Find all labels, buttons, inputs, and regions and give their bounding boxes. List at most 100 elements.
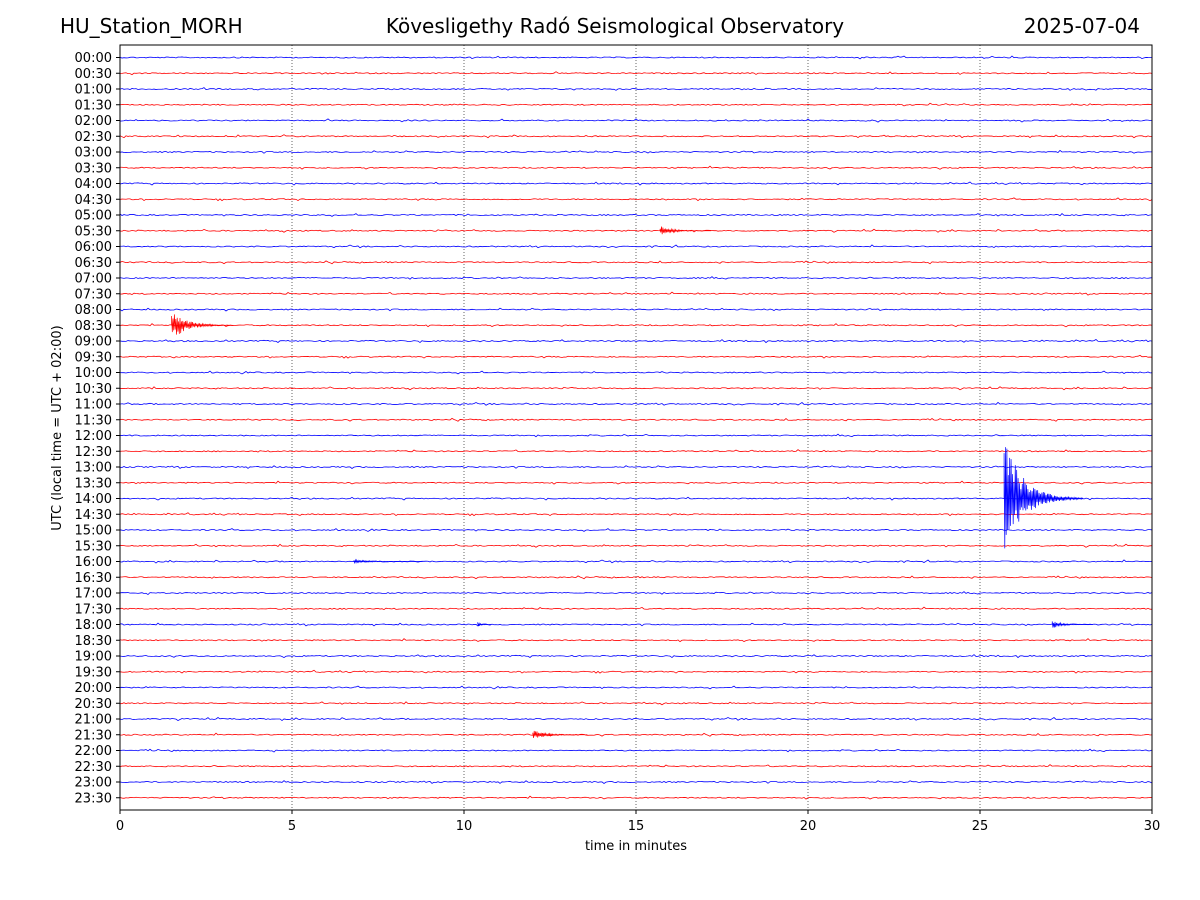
observatory-title: Kövesligethy Radó Seismological Observat…	[385, 14, 845, 38]
trace-line	[120, 386, 1152, 391]
y-tick-label: 13:00	[75, 461, 112, 476]
y-tick-label: 02:00	[75, 114, 112, 129]
y-tick-label: 01:00	[75, 83, 112, 98]
y-tick-label: 04:00	[75, 177, 112, 192]
trace-line	[120, 307, 1152, 312]
trace-line	[120, 654, 1152, 659]
x-tick-label: 5	[288, 819, 296, 834]
y-tick-label: 21:30	[75, 728, 112, 743]
trace-line	[120, 591, 1152, 596]
y-tick-label: 20:00	[75, 681, 112, 696]
trace-line	[120, 102, 1152, 107]
trace-line	[120, 732, 1152, 737]
trace-line	[120, 795, 1152, 800]
y-tick-label: 08:00	[75, 303, 112, 318]
trace-line	[120, 197, 1152, 202]
y-tick-label: 22:00	[75, 744, 112, 759]
event-waveform	[1051, 621, 1093, 628]
y-tick-label: 12:30	[75, 445, 112, 460]
y-axis-label: UTC (local time = UTC + 02:00)	[50, 325, 65, 530]
event-waveform	[1003, 447, 1084, 549]
trace-line	[120, 465, 1152, 469]
trace-line	[120, 669, 1152, 674]
trace-line	[120, 118, 1152, 123]
y-tick-label: 14:30	[75, 508, 112, 523]
trace-line	[120, 370, 1152, 375]
trace-line	[120, 149, 1152, 154]
x-tick-label: 15	[628, 819, 645, 834]
x-tick-label: 25	[972, 819, 989, 834]
trace-line	[120, 606, 1152, 611]
trace-line	[120, 212, 1152, 217]
trace-line	[120, 764, 1152, 768]
y-tick-label: 12:00	[75, 429, 112, 444]
trace-line	[120, 559, 1152, 564]
trace-line	[120, 244, 1152, 249]
trace-line	[120, 685, 1152, 690]
trace-line	[120, 638, 1152, 643]
y-tick-label: 10:30	[75, 382, 112, 397]
trace-line	[120, 228, 1152, 233]
y-tick-label: 09:30	[75, 350, 112, 365]
trace-line	[120, 323, 1152, 328]
y-tick-label: 16:00	[75, 555, 112, 570]
trace-line	[120, 528, 1152, 532]
trace-line	[120, 134, 1152, 139]
y-tick-label: 13:30	[75, 476, 112, 491]
trace-line	[120, 717, 1152, 722]
trace-line	[120, 433, 1152, 438]
x-tick-label: 30	[1144, 819, 1161, 834]
y-tick-label: 02:30	[75, 130, 112, 145]
event-waveform	[477, 622, 492, 627]
y-tick-label: 07:30	[75, 287, 112, 302]
y-tick-label: 19:00	[75, 650, 112, 665]
trace-line	[120, 291, 1152, 296]
y-tick-label: 18:30	[75, 634, 112, 649]
y-tick-label: 04:30	[75, 193, 112, 208]
y-tick-label: 06:30	[75, 256, 112, 271]
trace-line	[120, 87, 1152, 91]
trace-line	[120, 543, 1152, 548]
y-tick-label: 17:30	[75, 602, 112, 617]
trace-line	[120, 165, 1152, 170]
y-tick-label: 23:00	[75, 776, 112, 791]
x-axis-label: time in minutes	[585, 839, 687, 854]
event-waveform	[353, 558, 423, 565]
y-tick-label: 00:30	[75, 67, 112, 82]
y-tick-label: 11:30	[75, 413, 112, 428]
y-tick-label: 11:00	[75, 398, 112, 413]
y-tick-label: 15:30	[75, 539, 112, 554]
y-tick-label: 08:30	[75, 319, 112, 334]
trace-line	[120, 354, 1152, 359]
trace-line	[120, 338, 1152, 344]
trace-line	[120, 449, 1152, 453]
trace-line	[120, 417, 1152, 422]
y-tick-label: 17:00	[75, 587, 112, 602]
trace-line	[120, 71, 1152, 76]
event-waveform	[171, 314, 234, 335]
y-tick-label: 14:00	[75, 492, 112, 507]
y-tick-label: 05:00	[75, 209, 112, 224]
trace-line	[120, 480, 1152, 485]
trace-line	[120, 496, 1152, 501]
y-tick-label: 03:30	[75, 161, 112, 176]
trace-line	[120, 575, 1152, 580]
x-tick-label: 0	[116, 819, 124, 834]
y-tick-label: 07:00	[75, 272, 112, 287]
y-tick-label: 20:30	[75, 697, 112, 712]
y-tick-label: 15:00	[75, 524, 112, 539]
x-tick-label: 10	[456, 819, 473, 834]
station-title: HU_Station_MORH	[60, 14, 243, 38]
y-tick-label: 00:00	[75, 51, 112, 66]
y-tick-label: 19:30	[75, 665, 112, 680]
y-tick-label: 09:00	[75, 335, 112, 350]
y-tick-label: 18:00	[75, 618, 112, 633]
trace-line	[120, 401, 1152, 406]
trace-line	[120, 55, 1152, 60]
y-tick-label: 06:00	[75, 240, 112, 255]
trace-line	[120, 260, 1152, 265]
trace-line	[120, 181, 1152, 186]
y-tick-label: 05:30	[75, 224, 112, 239]
y-tick-label: 23:30	[75, 791, 112, 806]
